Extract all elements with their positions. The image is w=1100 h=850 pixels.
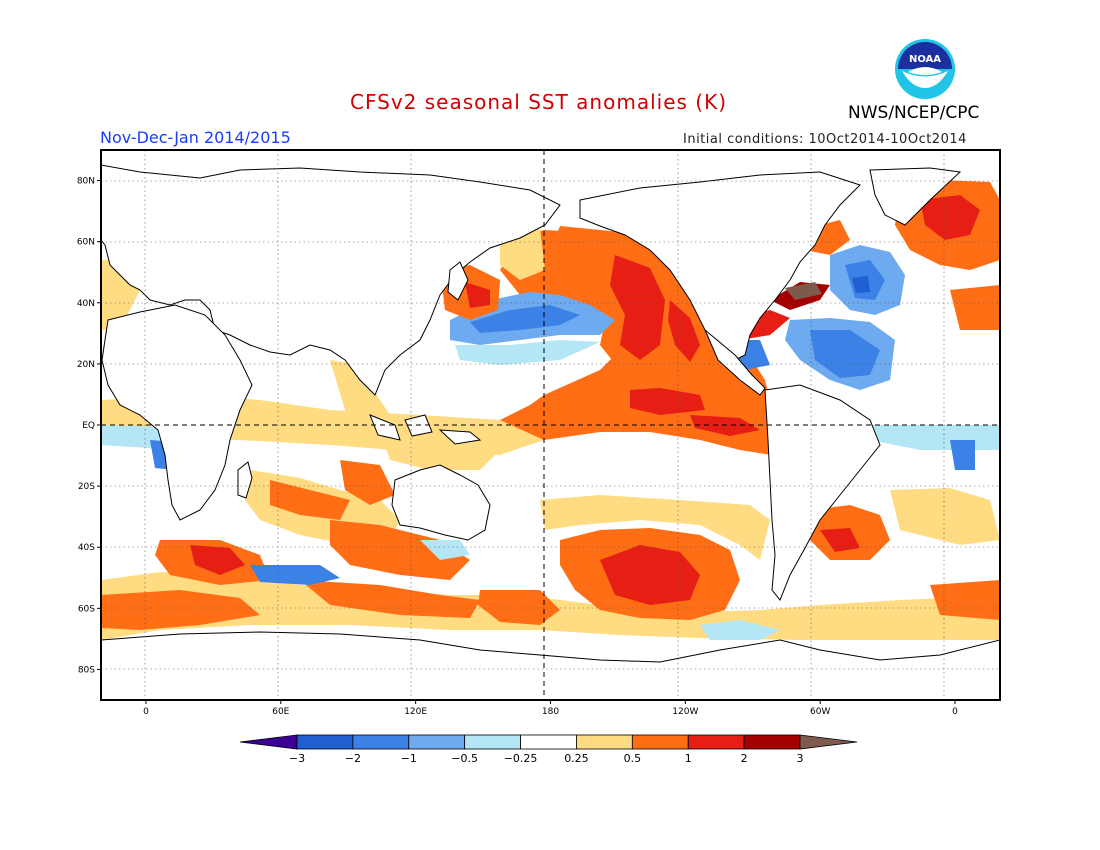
- colorbar-segment: [408, 734, 466, 750]
- colorbar-label: 0.25: [564, 752, 589, 765]
- lon-tick-label: 0: [143, 707, 149, 717]
- lat-tick-label: 60S: [78, 604, 95, 614]
- initial-conditions: Initial conditions: 10Oct2014-10Oct2014: [683, 132, 967, 147]
- lon-tick-label: 120W: [672, 707, 698, 717]
- lon-tick-label: 60E: [272, 707, 289, 717]
- lat-tick-label: 60N: [77, 238, 95, 248]
- colorbar-label: −3: [289, 752, 305, 765]
- colorbar-label: −0.25: [504, 752, 538, 765]
- anomaly-field: [101, 150, 1000, 700]
- colorbar-segment: [631, 734, 689, 750]
- lat-tick-label: 20S: [78, 482, 95, 492]
- colorbar-label: −0.5: [451, 752, 478, 765]
- map-title: CFSv2 seasonal SST anomalies (K): [350, 90, 727, 114]
- colorbar-low-end: [239, 734, 298, 750]
- colorbar-segment: [687, 734, 745, 750]
- noaa-logo-icon: NOAA: [895, 39, 955, 99]
- lat-tick-label: 80N: [77, 177, 95, 187]
- colorbar-segment: [352, 734, 410, 750]
- lat-tick-label: 80S: [78, 665, 95, 675]
- longitude-labels: 0 60E 120E 180 120W 60W 0: [143, 700, 958, 717]
- latitude-labels: 80N 60N 40N 20N EQ 20S 40S 60S 80S: [77, 177, 101, 675]
- lat-tick-label: 40N: [77, 299, 95, 309]
- forecast-period: Nov-Dec-Jan 2014/2015: [100, 128, 291, 147]
- lat-tick-label: 20N: [77, 360, 95, 370]
- colorbar-segment: [464, 734, 521, 750]
- colorbar: −3 −2 −1 −0.5 −0.25 0.25 0.5 1 2 3: [239, 734, 858, 765]
- colorbar-label: 1: [685, 752, 692, 765]
- colorbar-segment: [296, 734, 354, 750]
- colorbar-segment: [576, 734, 633, 750]
- colorbar-segment: [743, 734, 801, 750]
- lon-tick-label: 180: [542, 707, 559, 717]
- logo-text: NOAA: [909, 54, 941, 65]
- colorbar-label: 2: [741, 752, 748, 765]
- colorbar-label: −2: [345, 752, 361, 765]
- colorbar-segment: [520, 734, 577, 750]
- lon-tick-label: 0: [952, 707, 958, 717]
- colorbar-label: 0.5: [624, 752, 642, 765]
- agency-label: NWS/NCEP/CPC: [848, 103, 980, 123]
- colorbar-label: −1: [401, 752, 417, 765]
- continents: [101, 164, 1000, 700]
- colorbar-high-end: [799, 734, 858, 750]
- colorbar-label: 3: [797, 752, 804, 765]
- lat-tick-label: 40S: [78, 543, 95, 553]
- lat-tick-label: EQ: [82, 421, 95, 431]
- lon-tick-label: 60W: [810, 707, 830, 717]
- lon-tick-label: 120E: [404, 707, 427, 717]
